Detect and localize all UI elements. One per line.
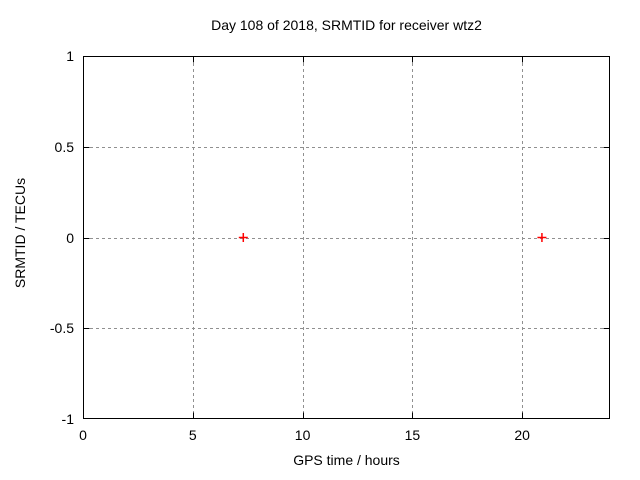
- y-tick-label: 1: [66, 48, 74, 64]
- plot-svg: [83, 56, 610, 419]
- y-tick-label: -0.5: [49, 320, 74, 337]
- x-axis-title: GPS time / hours: [293, 452, 400, 468]
- x-tick-label: 15: [404, 427, 421, 443]
- x-tick-label: 0: [79, 427, 87, 443]
- x-tick-label: 20: [514, 427, 530, 443]
- x-tick-label: 10: [294, 427, 311, 443]
- y-tick-label: 0: [66, 229, 74, 246]
- plot-frame: [83, 56, 610, 419]
- chart-title: Day 108 of 2018, SRMTID for receiver wtz…: [211, 17, 482, 33]
- y-tick-label: -1: [61, 411, 74, 427]
- plot-area: [83, 56, 610, 419]
- y-tick-label: 0.5: [54, 138, 74, 155]
- x-tick-label: 5: [188, 427, 197, 443]
